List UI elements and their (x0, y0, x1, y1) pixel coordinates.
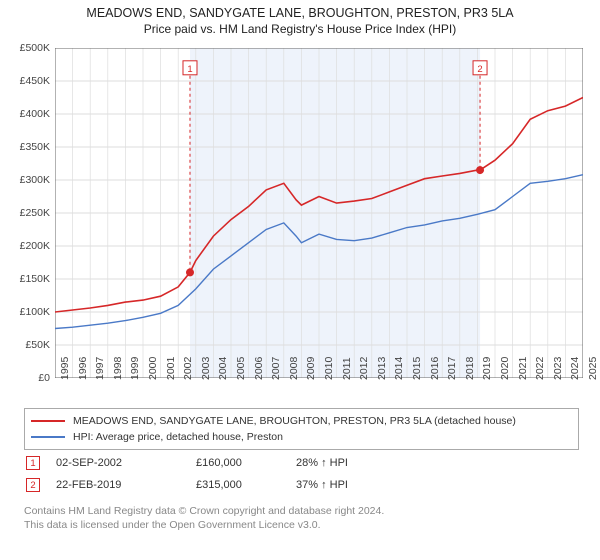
x-tick-label: 2014 (393, 357, 405, 380)
sale-price-2: £315,000 (196, 479, 296, 491)
x-tick-label: 1999 (129, 357, 141, 380)
y-tick-label: £100K (5, 306, 50, 318)
x-tick-label: 2010 (323, 357, 335, 380)
chart-area: £0£50K£100K£150K£200K£250K£300K£350K£400… (10, 48, 590, 400)
sale-diff-2: 37% ↑ HPI (296, 479, 416, 491)
legend-box: MEADOWS END, SANDYGATE LANE, BROUGHTON, … (24, 408, 579, 450)
legend-label-property: MEADOWS END, SANDYGATE LANE, BROUGHTON, … (73, 415, 516, 427)
y-tick-label: £200K (5, 240, 50, 252)
x-tick-label: 2000 (147, 357, 159, 380)
legend-swatch-property (31, 420, 65, 422)
x-tick-label: 1998 (112, 357, 124, 380)
sale-marker-2: 2 (26, 478, 40, 492)
y-tick-label: £400K (5, 108, 50, 120)
x-tick-label: 1995 (59, 357, 71, 380)
x-tick-label: 1996 (77, 357, 89, 380)
footer-line-1: Contains HM Land Registry data © Crown c… (24, 504, 579, 518)
chart-subtitle: Price paid vs. HM Land Registry's House … (0, 20, 600, 36)
y-tick-label: £150K (5, 273, 50, 285)
plot-svg: 12 (55, 48, 583, 378)
footer: Contains HM Land Registry data © Crown c… (24, 504, 579, 532)
legend-swatch-hpi (31, 436, 65, 438)
x-tick-label: 2023 (552, 357, 564, 380)
x-tick-label: 2002 (182, 357, 194, 380)
x-tick-label: 2024 (569, 357, 581, 380)
x-tick-label: 2008 (288, 357, 300, 380)
y-tick-label: £0 (5, 372, 50, 384)
x-tick-label: 2022 (534, 357, 546, 380)
x-tick-label: 2012 (358, 357, 370, 380)
x-tick-label: 2021 (517, 357, 529, 380)
sales-table: 1 02-SEP-2002 £160,000 28% ↑ HPI 2 22-FE… (24, 452, 579, 496)
sale-marker-1: 1 (26, 456, 40, 470)
svg-text:2: 2 (477, 64, 482, 75)
x-tick-label: 2020 (499, 357, 511, 380)
x-tick-label: 2025 (587, 357, 599, 380)
y-tick-label: £350K (5, 141, 50, 153)
sale-row-1: 1 02-SEP-2002 £160,000 28% ↑ HPI (24, 452, 579, 474)
legend-row-property: MEADOWS END, SANDYGATE LANE, BROUGHTON, … (31, 413, 572, 429)
x-tick-label: 2018 (464, 357, 476, 380)
chart-title: MEADOWS END, SANDYGATE LANE, BROUGHTON, … (0, 0, 600, 20)
sale-diff-1: 28% ↑ HPI (296, 457, 416, 469)
y-tick-label: £450K (5, 75, 50, 87)
x-tick-label: 2007 (270, 357, 282, 380)
sale-date-1: 02-SEP-2002 (56, 457, 196, 469)
legend-row-hpi: HPI: Average price, detached house, Pres… (31, 429, 572, 445)
plot-region: 12 (55, 48, 583, 378)
y-tick-label: £500K (5, 42, 50, 54)
x-tick-label: 2001 (165, 357, 177, 380)
x-tick-label: 2006 (253, 357, 265, 380)
sale-price-1: £160,000 (196, 457, 296, 469)
sale-date-2: 22-FEB-2019 (56, 479, 196, 491)
x-tick-label: 2003 (200, 357, 212, 380)
x-tick-label: 2009 (305, 357, 317, 380)
x-tick-label: 2005 (235, 357, 247, 380)
y-tick-label: £300K (5, 174, 50, 186)
x-tick-label: 2013 (376, 357, 388, 380)
x-tick-label: 2015 (411, 357, 423, 380)
sale-row-2: 2 22-FEB-2019 £315,000 37% ↑ HPI (24, 474, 579, 496)
x-tick-label: 2004 (217, 357, 229, 380)
x-tick-label: 1997 (94, 357, 106, 380)
x-tick-label: 2017 (446, 357, 458, 380)
y-tick-label: £250K (5, 207, 50, 219)
x-tick-label: 2011 (341, 357, 353, 380)
x-tick-label: 2016 (429, 357, 441, 380)
svg-text:1: 1 (187, 64, 192, 75)
footer-line-2: This data is licensed under the Open Gov… (24, 518, 579, 532)
legend-label-hpi: HPI: Average price, detached house, Pres… (73, 431, 283, 443)
x-tick-label: 2019 (481, 357, 493, 380)
y-tick-label: £50K (5, 339, 50, 351)
